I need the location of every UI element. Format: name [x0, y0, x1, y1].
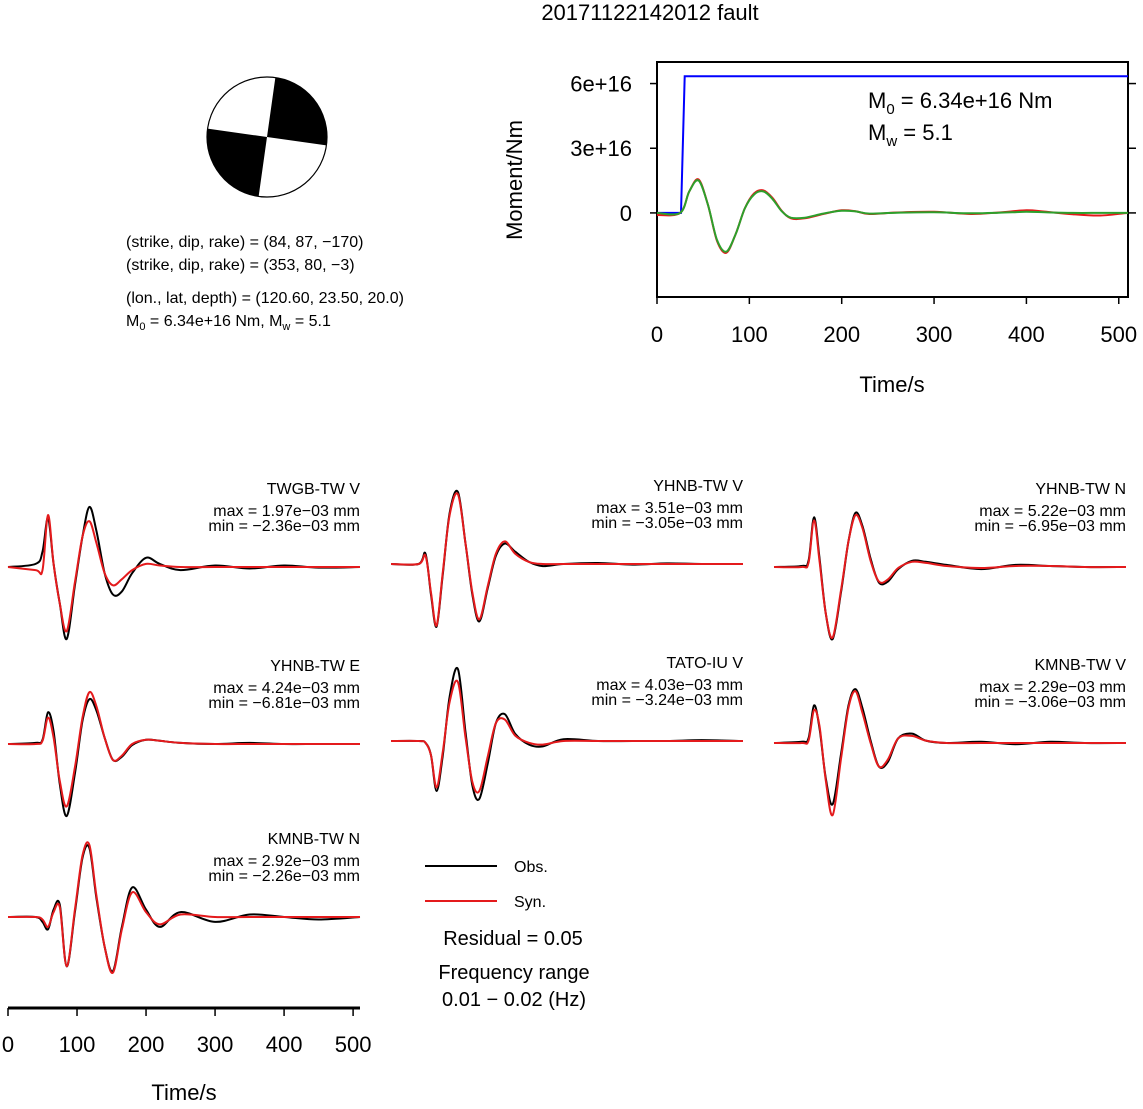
- wave-x-axis-label: Time/s: [151, 1080, 216, 1104]
- station-min-amplitude: min = −3.24e−03 mm: [591, 692, 743, 709]
- stf-y-tick-label: 0: [620, 201, 632, 226]
- figure-title: 20171122142012 fault: [541, 0, 758, 25]
- station-min-amplitude: min = −6.81e−03 mm: [208, 695, 360, 712]
- beachball-compression-quadrant: [267, 77, 327, 146]
- station-label: TWGB-TW V: [267, 481, 361, 498]
- stf-mw-annotation: Mw = 5.1: [868, 120, 953, 150]
- station-label: YHNB-TW E: [270, 658, 360, 675]
- nodal-plane-2: (strike, dip, rake) = (353, 80, −3): [126, 257, 355, 274]
- stf-m0-annotation: M0 = 6.34e+16 Nm: [868, 88, 1052, 118]
- stf-series-line-1: [657, 75, 1128, 214]
- station-label: YHNB-TW V: [653, 478, 743, 495]
- beachball-compression-quadrant: [207, 128, 267, 197]
- station-label: TATO-IU V: [667, 655, 744, 672]
- stf-plot-frame: [656, 61, 1129, 298]
- station-max-amplitude: max = 1.97e−03 mm: [213, 503, 360, 520]
- station-max-amplitude: max = 5.22e−03 mm: [979, 503, 1126, 520]
- wave-x-tick-label: 200: [128, 1032, 165, 1057]
- nodal-plane-1: (strike, dip, rake) = (84, 87, −170): [126, 234, 363, 251]
- synthetic-trace: [390, 492, 743, 627]
- station-max-amplitude: max = 4.24e−03 mm: [213, 680, 360, 697]
- residual-value: Residual = 0.05: [443, 928, 583, 950]
- stf-series-line-3: [656, 179, 1128, 253]
- legend-syn-label: Syn.: [514, 894, 546, 911]
- station-max-amplitude: max = 2.29e−03 mm: [979, 679, 1126, 696]
- stf-x-tick-label: 100: [731, 322, 768, 347]
- station-max-amplitude: max = 4.03e−03 mm: [596, 677, 743, 694]
- stf-y-tick-label: 3e+16: [570, 136, 632, 161]
- station-label: KMNB-TW N: [268, 831, 360, 848]
- station-min-amplitude: min = −3.06e−03 mm: [974, 694, 1126, 711]
- synthetic-trace: [390, 679, 743, 794]
- stf-x-tick-label: 0: [651, 322, 663, 347]
- station-min-amplitude: min = −3.05e−03 mm: [591, 515, 743, 532]
- legend: Obs. Syn.: [425, 859, 548, 911]
- frequency-range-label: Frequency range: [438, 962, 589, 984]
- wave-x-tick-label: 0: [2, 1032, 14, 1057]
- stf-x-tick-label: 200: [823, 322, 860, 347]
- legend-obs-label: Obs.: [514, 859, 548, 876]
- synthetic-trace: [773, 513, 1127, 639]
- station-max-amplitude: max = 3.51e−03 mm: [596, 500, 743, 517]
- waveform-time-axis: 0 100 200 300 400 500 Time/s: [2, 1006, 372, 1105]
- station-min-amplitude: min = −6.95e−03 mm: [974, 518, 1126, 535]
- stf-x-axis-label: Time/s: [859, 372, 924, 397]
- station-min-amplitude: min = −2.26e−03 mm: [208, 868, 360, 885]
- stf-x-tick-label: 500: [1100, 322, 1137, 347]
- synthetic-trace: [7, 690, 360, 808]
- focal-mechanism-beachball: [206, 76, 328, 198]
- station-max-amplitude: max = 2.92e−03 mm: [213, 853, 360, 870]
- moment-summary: M0 = 6.34e+16 Nm, Mw = 5.1: [126, 313, 331, 333]
- wave-x-tick-label: 500: [335, 1032, 372, 1057]
- wave-x-tick-label: 100: [59, 1032, 96, 1057]
- synthetic-trace: [773, 690, 1126, 817]
- synthetic-trace: [7, 841, 360, 974]
- stf-y-axis-label: Moment/Nm: [502, 120, 527, 240]
- moment-rate-chart: 0 100 200 300 400 500 0 3e+16 6e+16 Time/s Moment/…: [502, 61, 1137, 397]
- observed-trace: [7, 697, 360, 818]
- stf-x-tick-label: 300: [916, 322, 953, 347]
- stf-x-tick-label: 400: [1008, 322, 1045, 347]
- wave-x-tick-label: 300: [197, 1032, 234, 1057]
- stf-y-tick-label: 6e+16: [570, 72, 632, 97]
- wave-x-tick-label: 400: [266, 1032, 303, 1057]
- station-label: KMNB-TW V: [1034, 657, 1126, 674]
- hypocenter-location: (lon., lat, depth) = (120.60, 23.50, 20.…: [126, 290, 404, 307]
- station-label: YHNB-TW N: [1035, 481, 1126, 498]
- synthetic-trace: [7, 514, 360, 633]
- frequency-range-value: 0.01 − 0.02 (Hz): [442, 989, 586, 1011]
- stf-series-line-2: [656, 178, 1129, 254]
- station-min-amplitude: min = −2.36e−03 mm: [208, 518, 360, 535]
